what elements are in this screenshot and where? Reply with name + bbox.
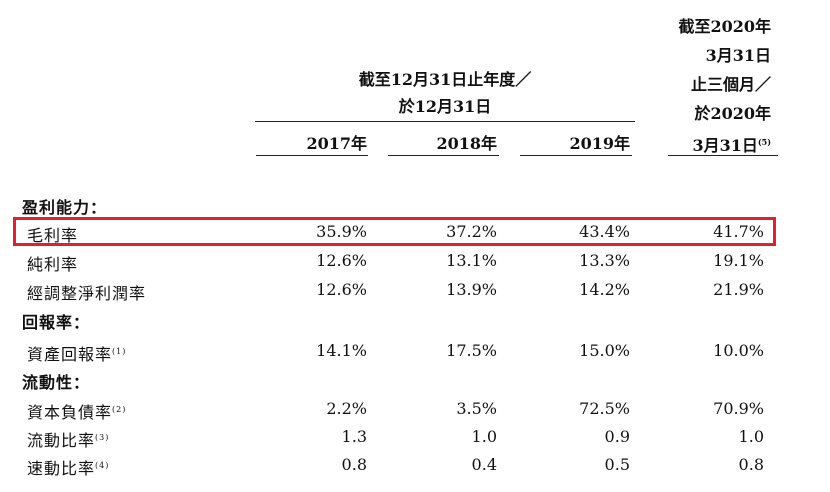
cell-2020q1: 10.0% [713, 341, 764, 360]
footnote-marker: (4) [95, 461, 110, 470]
cell-2020q1: 1.0 [738, 427, 764, 446]
cell-2017: 14.1% [316, 341, 367, 360]
quarter-header-line5: 3月31日(5) [678, 128, 771, 160]
cell-2019: 43.4% [579, 222, 630, 241]
quarter-column-header: 截至2020年 3月31日 止三個月／ 於2020年 3月31日(5) [678, 12, 771, 160]
section-profitability: 盈利能力： [0, 190, 830, 219]
table-row-gearing-ratio: 資本負債率(2) 2.2% 3.5% 72.5% 70.9% [0, 395, 830, 424]
cell-2019: 0.5 [604, 455, 630, 474]
cell-2017: 0.8 [341, 455, 367, 474]
table-row-gross-margin: 毛利率 35.9% 37.2% 43.4% 41.7% [0, 218, 830, 247]
cell-2018: 37.2% [446, 222, 497, 241]
year-header-2017: 2017年 [306, 134, 367, 153]
cell-2018: 0.4 [471, 455, 497, 474]
cell-2017: 1.3 [341, 427, 367, 446]
row-label: 流動比率(3) [27, 427, 109, 451]
table-row-adjusted-net-margin: 經調整淨利潤率 12.6% 13.9% 14.2% 21.9% [0, 276, 830, 305]
row-label: 資本負債率(2) [27, 399, 126, 423]
cell-2017: 2.2% [326, 399, 367, 418]
footnote-marker: (2) [112, 405, 127, 414]
year-rule-2018 [388, 155, 499, 156]
table-row-return-on-assets: 資產回報率(1) 14.1% 17.5% 15.0% 10.0% [0, 337, 830, 366]
quarter-header-line4: 於2020年 [694, 104, 771, 123]
column-group-header: 截至12月31日止年度／ 於12月31日 [255, 66, 635, 120]
cell-2018: 1.0 [471, 427, 497, 446]
row-label-text: 資產回報率 [27, 345, 113, 364]
cell-2018: 3.5% [456, 399, 497, 418]
cell-2020q1: 0.8 [738, 455, 764, 474]
year-rule-2017 [256, 155, 368, 156]
row-label: 經調整淨利潤率 [27, 284, 147, 303]
section-liquidity: 流動性： [0, 365, 830, 394]
cell-2019: 72.5% [579, 399, 630, 418]
year-rule-2019 [520, 155, 632, 156]
quarter-header-line1: 截至2020年 [678, 17, 771, 36]
cell-2019: 0.9 [604, 427, 630, 446]
cell-2017: 12.6% [316, 251, 367, 270]
row-label-text: 速動比率 [27, 459, 96, 478]
cell-2020q1: 70.9% [713, 399, 764, 418]
cell-2019: 15.0% [579, 341, 630, 360]
row-label: 純利率 [27, 255, 79, 274]
section-returns: 回報率： [0, 305, 830, 334]
table-row-current-ratio: 流動比率(3) 1.3 1.0 0.9 1.0 [0, 423, 830, 452]
column-group-header-line2: 於12月31日 [398, 97, 492, 116]
column-group-header-line1: 截至12月31日止年度／ [358, 70, 532, 89]
cell-2019: 13.3% [579, 251, 630, 270]
table-row-net-margin: 純利率 12.6% 13.1% 13.3% 19.1% [0, 247, 830, 276]
cell-2020q1: 19.1% [713, 251, 764, 270]
cell-2020q1: 21.9% [713, 280, 764, 299]
row-label: 毛利率 [27, 226, 79, 245]
quarter-header-line2: 3月31日 [705, 46, 771, 65]
cell-2020q1: 41.7% [713, 222, 764, 241]
year-header-2018: 2018年 [436, 134, 497, 153]
section-label: 盈利能力： [22, 198, 108, 217]
cell-2018: 13.1% [446, 251, 497, 270]
cell-2018: 13.9% [446, 280, 497, 299]
table-row-quick-ratio: 速動比率(4) 0.8 0.4 0.5 0.8 [0, 451, 830, 480]
cell-2017: 12.6% [316, 280, 367, 299]
gross-margin-highlight-box [13, 217, 776, 246]
section-label: 流動性： [22, 373, 91, 392]
year-header-2019: 2019年 [569, 134, 630, 153]
column-group-rule [255, 121, 635, 122]
quarter-header-footnote: (5) [757, 137, 771, 147]
cell-2018: 17.5% [446, 341, 497, 360]
quarter-header-date: 3月31日 [692, 136, 758, 155]
quarter-header-line3: 止三個月／ [690, 75, 771, 94]
footnote-marker: (3) [95, 433, 110, 442]
row-label-text: 流動比率 [27, 431, 96, 450]
row-label-text: 資本負債率 [27, 403, 113, 422]
cell-2017: 35.9% [316, 222, 367, 241]
footnote-marker: (1) [112, 347, 127, 356]
section-label: 回報率： [22, 313, 91, 332]
row-label: 速動比率(4) [27, 455, 109, 479]
cell-2019: 14.2% [579, 280, 630, 299]
year-rule-2020q1 [668, 155, 778, 156]
row-label: 資產回報率(1) [27, 341, 126, 365]
